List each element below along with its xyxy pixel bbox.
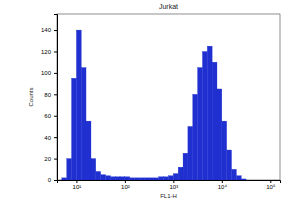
y-tick-label: 60 bbox=[44, 113, 51, 119]
x-tick-mark bbox=[173, 180, 174, 183]
y-tick-label: 140 bbox=[41, 27, 52, 33]
histogram-bar bbox=[149, 178, 154, 180]
y-tick: 80 bbox=[44, 92, 57, 98]
chart-title: Jurkat bbox=[159, 3, 178, 10]
histogram-bar bbox=[67, 159, 72, 180]
histogram-bar bbox=[256, 180, 261, 181]
y-axis: 0 20 40 60 80 100 120 140 bbox=[41, 15, 58, 184]
chart: 10¹ 10² 10³ 10⁴ 10⁵ 0 20 40 60 80 100 120 140 Jurkat F… bbox=[0, 0, 300, 200]
x-axis-line bbox=[58, 181, 281, 184]
x-tick-mark bbox=[76, 180, 77, 183]
histogram-bar bbox=[76, 30, 81, 180]
x-axis: 10¹ 10² 10³ 10⁴ 10⁵ bbox=[58, 180, 281, 190]
y-tick-label: 80 bbox=[44, 92, 51, 98]
histogram-bar bbox=[261, 180, 266, 181]
y-tick: 0 bbox=[48, 177, 57, 183]
y-tick-mark bbox=[54, 73, 57, 74]
x-tick-label: 10² bbox=[121, 184, 130, 190]
y-tick: 120 bbox=[41, 49, 57, 55]
histogram-bar bbox=[125, 177, 130, 180]
y-tick: 60 bbox=[44, 113, 57, 119]
x-axis-title: FL1-H bbox=[160, 193, 177, 199]
y-tick-mark bbox=[54, 116, 57, 117]
histogram-bar bbox=[120, 177, 125, 180]
y-tick-mark bbox=[54, 30, 57, 31]
plot: 10¹ 10² 10³ 10⁴ 10⁵ 0 20 40 60 80 100 120 140 bbox=[41, 14, 281, 190]
histogram-bar bbox=[183, 153, 188, 180]
histogram-bar bbox=[96, 171, 101, 180]
histogram-bar bbox=[251, 180, 256, 181]
histogram-bar bbox=[227, 150, 232, 180]
y-tick-label: 120 bbox=[41, 49, 52, 55]
histogram-bar bbox=[168, 176, 173, 180]
histogram-bar bbox=[246, 180, 251, 181]
y-tick: 100 bbox=[41, 70, 57, 76]
histogram-bar bbox=[198, 68, 203, 180]
x-tick: 10⁵ bbox=[266, 180, 276, 190]
histogram-bar bbox=[212, 62, 217, 180]
x-tick-label: 10¹ bbox=[73, 184, 82, 190]
histogram-bar bbox=[110, 177, 115, 180]
histogram-bar bbox=[139, 178, 144, 180]
histogram-bar bbox=[130, 178, 135, 180]
histogram-bar bbox=[164, 177, 169, 180]
histogram-bar bbox=[178, 167, 183, 180]
x-tick: 10¹ bbox=[73, 180, 82, 190]
x-tick: 10⁴ bbox=[218, 180, 228, 190]
x-tick-mark bbox=[222, 180, 223, 183]
histogram-bar bbox=[62, 178, 67, 180]
y-tick: 40 bbox=[44, 135, 57, 141]
y-tick-label: 20 bbox=[44, 156, 51, 162]
histogram-bar bbox=[241, 179, 246, 180]
histogram-bar bbox=[159, 177, 164, 180]
histogram-bar bbox=[144, 178, 149, 180]
histogram-bar bbox=[270, 180, 275, 181]
histogram-bar bbox=[265, 180, 270, 181]
y-tick-mark bbox=[54, 180, 57, 181]
plot-frame bbox=[57, 14, 280, 180]
histogram-bar bbox=[275, 180, 280, 181]
histogram-bar bbox=[91, 159, 96, 180]
y-tick-mark bbox=[54, 51, 57, 52]
x-tick: 10³ bbox=[170, 180, 179, 190]
x-tick-mark bbox=[125, 180, 126, 183]
histogram-bar bbox=[217, 89, 222, 180]
x-tick-label: 10³ bbox=[170, 184, 179, 190]
histogram-bar bbox=[154, 178, 159, 180]
histogram-bar bbox=[207, 46, 212, 180]
histogram-bar bbox=[115, 177, 120, 180]
y-tick-mark bbox=[54, 94, 57, 95]
histogram-bar bbox=[188, 126, 193, 180]
y-tick-mark bbox=[54, 159, 57, 160]
histogram-bar bbox=[135, 178, 140, 180]
x-tick-label: 10⁵ bbox=[266, 184, 276, 190]
histogram-bar bbox=[222, 121, 227, 180]
x-tick-mark bbox=[270, 180, 271, 183]
y-tick-label: 0 bbox=[48, 177, 52, 183]
histogram-bar bbox=[236, 176, 241, 180]
histogram-bar bbox=[173, 174, 178, 180]
y-tick-label: 100 bbox=[41, 70, 52, 76]
y-tick-label: 40 bbox=[44, 135, 51, 141]
y-axis-title: Counts bbox=[28, 87, 34, 106]
histogram-bar bbox=[86, 121, 91, 180]
bars bbox=[62, 30, 246, 180]
y-tick: 140 bbox=[41, 27, 57, 33]
histogram-bar bbox=[232, 169, 237, 180]
histogram-bar bbox=[81, 68, 86, 180]
histogram-bar bbox=[101, 175, 106, 180]
histogram-bar bbox=[193, 94, 198, 180]
y-tick-mark bbox=[54, 137, 57, 138]
x-tick: 10² bbox=[121, 180, 130, 190]
histogram-bar bbox=[105, 176, 110, 180]
y-tick: 20 bbox=[44, 156, 57, 162]
y-axis-line bbox=[54, 15, 58, 181]
x-tick-label: 10⁴ bbox=[218, 184, 228, 190]
histogram-bar bbox=[202, 51, 207, 180]
histogram-bar bbox=[72, 78, 77, 180]
